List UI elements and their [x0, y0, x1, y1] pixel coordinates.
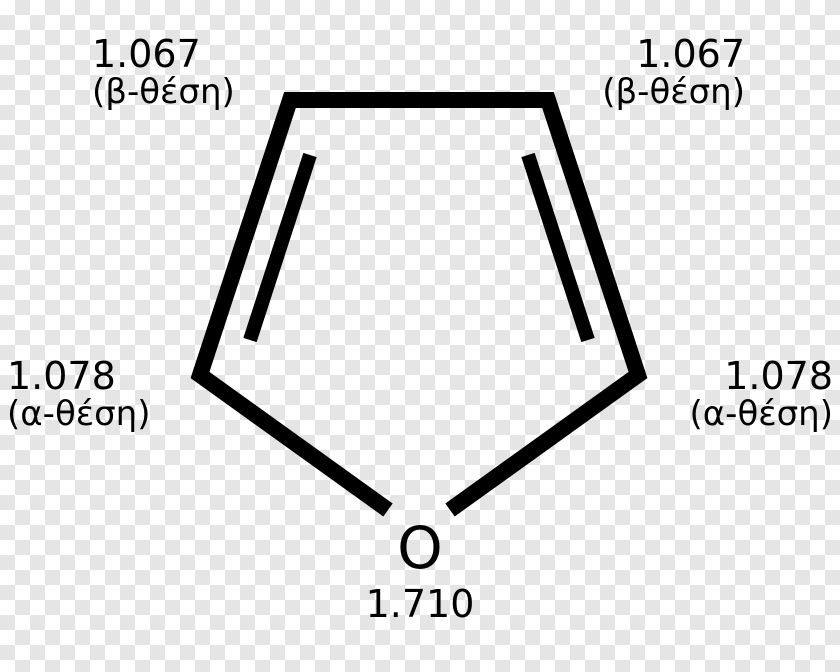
value-mid-right: 1.078 [690, 357, 834, 397]
label-top-right: 1.067 (β-θέση) [602, 35, 745, 111]
value-top-right: 1.067 [602, 35, 745, 75]
value-top-left: 1.067 [92, 35, 235, 75]
value-mid-left: 1.078 [7, 357, 151, 397]
pentagon-ring [200, 100, 638, 510]
label-mid-left: 1.078 (α-θέση) [7, 357, 151, 433]
value-bottom: 1.710 [366, 585, 475, 625]
oxygen-atom-label: O [397, 514, 443, 582]
position-mid-left: (α-θέση) [7, 397, 151, 433]
label-mid-right: 1.078 (α-θέση) [690, 357, 834, 433]
position-mid-right: (α-θέση) [690, 397, 834, 433]
position-top-right: (β-θέση) [602, 75, 745, 111]
label-bottom: 1.710 [366, 585, 475, 625]
position-top-left: (β-θέση) [92, 75, 235, 111]
label-top-left: 1.067 (β-θέση) [92, 35, 235, 111]
